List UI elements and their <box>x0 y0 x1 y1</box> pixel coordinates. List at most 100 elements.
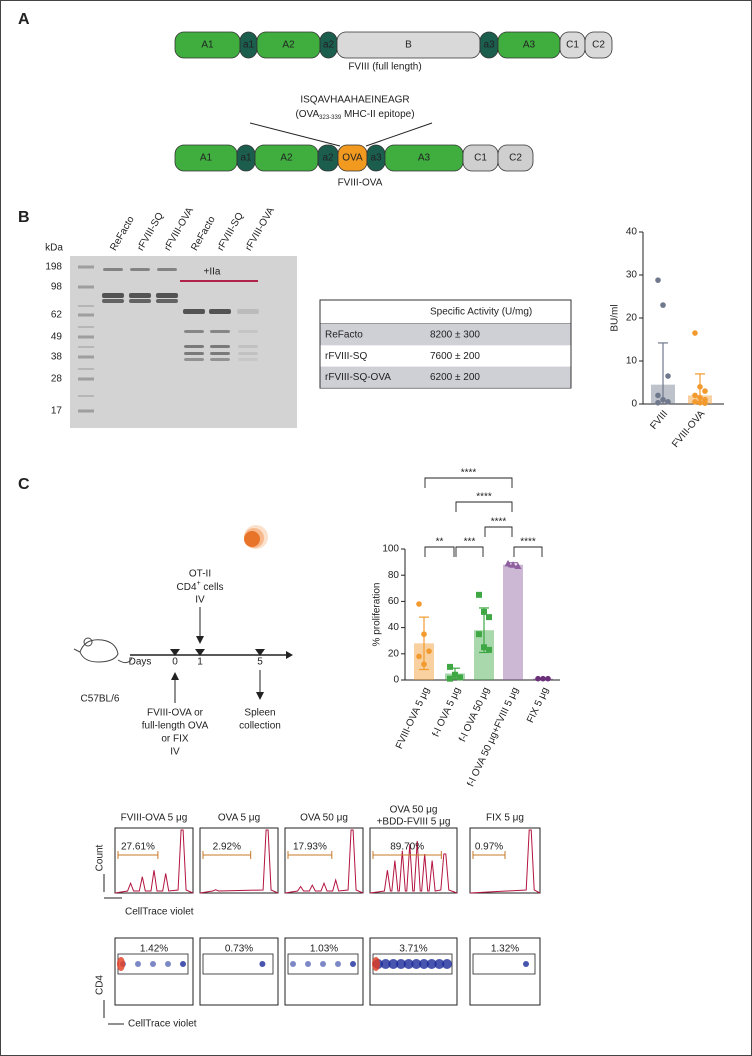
injection-label: FVIII-OVA or <box>147 708 204 719</box>
histogram-title: FVIII-OVA 5 μg <box>121 813 188 824</box>
significance-bracket <box>455 501 513 512</box>
bar <box>474 630 494 680</box>
readout-label: collection <box>239 721 281 732</box>
domain-label: A3 <box>418 153 431 164</box>
data-point <box>535 675 541 682</box>
domain-label: A2 <box>280 153 293 164</box>
domain-label: C2 <box>592 40 605 51</box>
y-axis-label: % proliferation <box>372 583 383 647</box>
data-point <box>655 392 661 399</box>
data-point <box>545 675 551 682</box>
gate-percent: 3.71% <box>399 944 427 955</box>
domain-label: a2 <box>323 40 335 51</box>
panel-label: B <box>18 209 30 226</box>
histogram-box <box>284 827 364 894</box>
gate-percent: 27.61% <box>121 842 155 853</box>
y-tick-label: 100 <box>382 544 399 555</box>
data-point <box>416 653 422 660</box>
domain-label: a3 <box>370 153 382 164</box>
dot-cluster <box>396 959 406 969</box>
gate-percent: 0.97% <box>475 842 503 853</box>
y-axis-label: Count <box>95 844 106 871</box>
day-label: 5 <box>257 657 263 668</box>
data-point <box>702 388 708 394</box>
histogram-box <box>369 827 458 894</box>
mouse-ear <box>83 637 93 647</box>
ladder-band <box>78 313 94 317</box>
domain-box <box>497 144 534 172</box>
dot-cluster <box>426 959 437 969</box>
x-axis-label: CellTrace violet <box>128 1019 197 1030</box>
ladder-band <box>78 355 94 359</box>
ladder-band <box>78 305 94 307</box>
y-tick-label: 0 <box>631 399 637 410</box>
data-point <box>416 601 422 607</box>
data-point <box>665 399 671 405</box>
day-label: 0 <box>172 657 178 668</box>
cell-icon <box>244 531 260 547</box>
gate-percent: 1.42% <box>140 944 168 955</box>
histogram-box <box>114 827 194 894</box>
gel-band <box>184 330 204 333</box>
data-point <box>540 675 546 682</box>
dotplot-gate <box>287 953 359 975</box>
dotplot-box <box>199 937 279 1006</box>
gel-band <box>238 330 258 333</box>
ladder-band <box>78 265 94 269</box>
data-point <box>514 562 522 570</box>
dot-cluster <box>259 961 266 967</box>
day-label: 1 <box>197 657 203 668</box>
dot-cluster <box>165 961 171 967</box>
dot-cluster <box>411 959 422 969</box>
gate-percent: 0.73% <box>225 944 253 955</box>
cells-part: cells <box>201 582 224 593</box>
y-tick-label: 80 <box>388 570 400 581</box>
significance-label: **** <box>520 537 536 548</box>
readout-label: Spleen <box>244 708 275 719</box>
data-point <box>660 302 666 308</box>
dot-cluster <box>403 959 414 969</box>
error-bar <box>419 616 429 671</box>
histogram-title: OVA 50 μg <box>300 813 348 824</box>
data-point <box>665 373 671 379</box>
histogram-title: +BDD-FVIII 5 μg <box>377 817 451 828</box>
caption: FVIII (full length) <box>348 62 421 73</box>
dot-cluster <box>180 961 186 967</box>
table-cell: ReFacto <box>325 330 363 341</box>
epitope-sequence: ISQAVHAAHAEINEAGR <box>300 95 409 106</box>
domain-label: A3 <box>523 40 536 51</box>
cells-label: OT-II <box>189 569 211 580</box>
domain-label: C2 <box>509 153 522 164</box>
gate-bar <box>472 851 506 859</box>
y-axis-label: BU/ml <box>610 304 621 331</box>
time-marker <box>170 649 180 656</box>
gel-band <box>184 345 204 348</box>
marker-label: 17 <box>51 406 63 417</box>
gel-band <box>103 268 123 271</box>
histogram-title: FIX 5 μg <box>486 813 524 824</box>
data-point <box>481 608 487 615</box>
injection-label: or FIX <box>161 734 189 745</box>
marker-label: 62 <box>51 310 63 321</box>
data-point <box>457 674 463 681</box>
y-tick-label: 60 <box>388 596 400 607</box>
dot-cluster <box>380 959 391 969</box>
domain-label: A1 <box>200 153 213 164</box>
epitope-part: MHC-II epitope) <box>341 109 414 120</box>
cells-part: CD4 <box>177 582 197 593</box>
gel-band <box>210 330 230 333</box>
significance-label: **** <box>476 492 492 503</box>
gel-band <box>184 352 204 355</box>
gel-band <box>238 358 258 361</box>
dot-cluster <box>434 959 445 969</box>
domain-label: A1 <box>201 40 214 51</box>
significance-label: ** <box>436 537 444 548</box>
histogram-box <box>469 827 541 894</box>
data-point <box>486 646 492 653</box>
dotplot-gate <box>202 953 274 975</box>
timeline-arrow <box>286 651 293 659</box>
treatment-label: +IIa <box>204 267 221 278</box>
gel-band <box>184 358 204 361</box>
marker-label: 28 <box>51 374 63 385</box>
dotplot-gate <box>472 953 536 975</box>
